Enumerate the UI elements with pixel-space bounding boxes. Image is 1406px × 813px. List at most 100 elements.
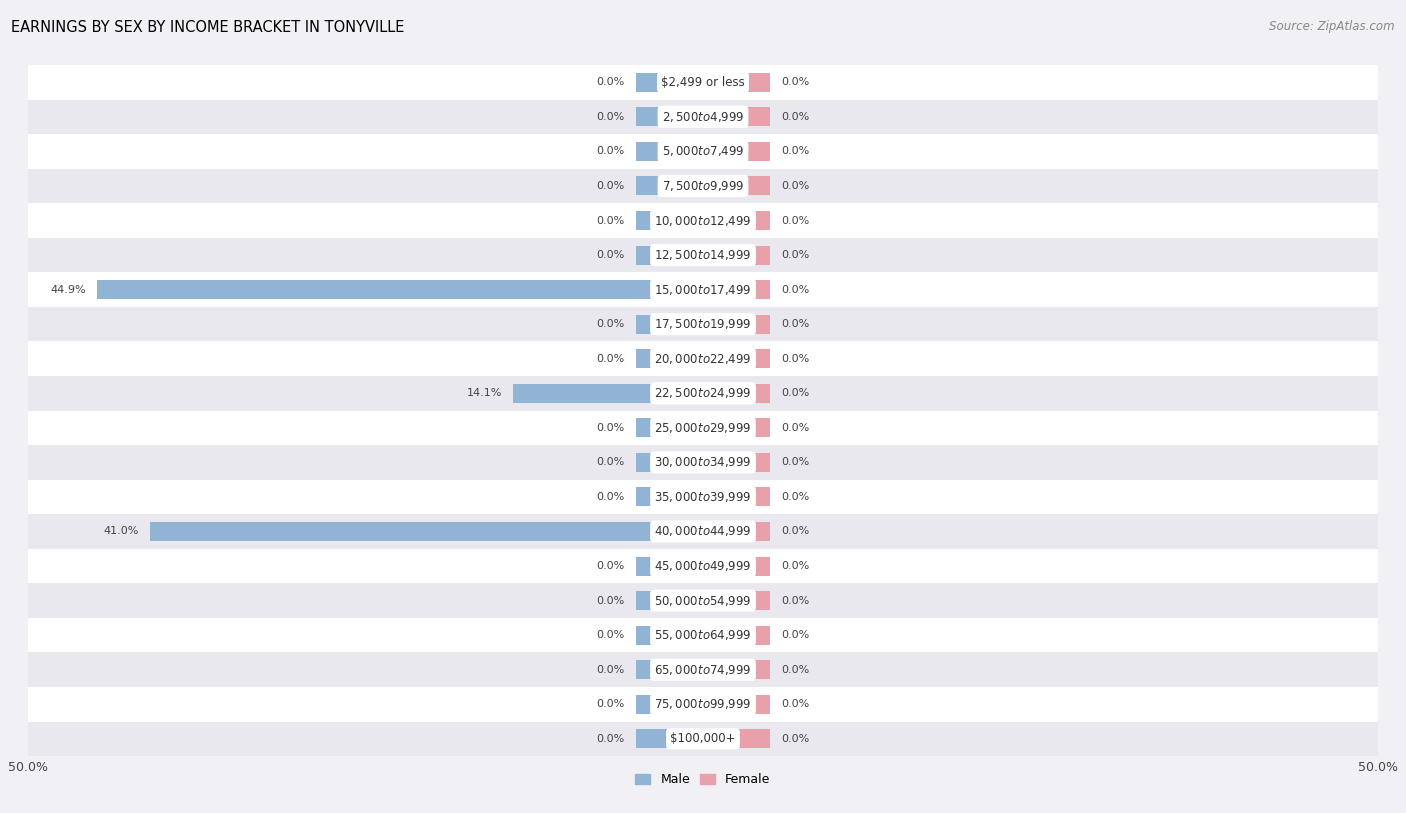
Text: 0.0%: 0.0% [782, 665, 810, 675]
Text: $12,500 to $14,999: $12,500 to $14,999 [654, 248, 752, 262]
Bar [0, 134, 1406, 169]
Text: 0.0%: 0.0% [596, 423, 624, 433]
Bar [703, 246, 770, 264]
Text: $55,000 to $64,999: $55,000 to $64,999 [654, 628, 752, 642]
Text: 0.0%: 0.0% [596, 492, 624, 502]
Bar [0, 272, 1406, 307]
Text: EARNINGS BY SEX BY INCOME BRACKET IN TONYVILLE: EARNINGS BY SEX BY INCOME BRACKET IN TON… [11, 20, 405, 35]
Bar [0, 237, 1406, 272]
Text: 0.0%: 0.0% [596, 250, 624, 260]
Bar [703, 660, 770, 679]
Text: 0.0%: 0.0% [782, 389, 810, 398]
Text: 0.0%: 0.0% [782, 734, 810, 744]
Text: 44.9%: 44.9% [51, 285, 86, 294]
Text: 0.0%: 0.0% [596, 734, 624, 744]
Bar [703, 626, 770, 645]
Text: $7,500 to $9,999: $7,500 to $9,999 [662, 179, 744, 193]
Bar [636, 246, 703, 264]
Text: $50,000 to $54,999: $50,000 to $54,999 [654, 593, 752, 607]
Bar [636, 695, 703, 714]
Text: 41.0%: 41.0% [104, 527, 139, 537]
Text: $2,500 to $4,999: $2,500 to $4,999 [662, 110, 744, 124]
Text: 0.0%: 0.0% [782, 423, 810, 433]
Bar [703, 419, 770, 437]
Text: $17,500 to $19,999: $17,500 to $19,999 [654, 317, 752, 331]
Text: 0.0%: 0.0% [782, 458, 810, 467]
Bar [636, 591, 703, 610]
Text: $75,000 to $99,999: $75,000 to $99,999 [654, 698, 752, 711]
Text: Source: ZipAtlas.com: Source: ZipAtlas.com [1270, 20, 1395, 33]
Bar [149, 522, 703, 541]
Bar [0, 480, 1406, 515]
Bar [636, 315, 703, 333]
Bar [0, 169, 1406, 203]
Text: $65,000 to $74,999: $65,000 to $74,999 [654, 663, 752, 676]
Text: 0.0%: 0.0% [782, 215, 810, 225]
Text: 0.0%: 0.0% [782, 77, 810, 87]
Bar [0, 376, 1406, 411]
Bar [636, 626, 703, 645]
Bar [0, 618, 1406, 652]
Text: $30,000 to $34,999: $30,000 to $34,999 [654, 455, 752, 469]
Bar [0, 65, 1406, 99]
Text: 0.0%: 0.0% [596, 561, 624, 571]
Text: 0.0%: 0.0% [596, 458, 624, 467]
Bar [703, 107, 770, 126]
Text: 0.0%: 0.0% [596, 112, 624, 122]
Text: 0.0%: 0.0% [782, 285, 810, 294]
Text: 14.1%: 14.1% [467, 389, 502, 398]
Text: 0.0%: 0.0% [596, 215, 624, 225]
Bar [636, 453, 703, 472]
Bar [0, 341, 1406, 376]
Bar [636, 660, 703, 679]
Bar [703, 142, 770, 161]
Bar [636, 73, 703, 92]
Text: 0.0%: 0.0% [782, 527, 810, 537]
Text: 0.0%: 0.0% [782, 112, 810, 122]
Text: $100,000+: $100,000+ [671, 733, 735, 746]
Text: $25,000 to $29,999: $25,000 to $29,999 [654, 421, 752, 435]
Bar [0, 722, 1406, 756]
Bar [513, 384, 703, 402]
Text: 0.0%: 0.0% [782, 181, 810, 191]
Text: $15,000 to $17,499: $15,000 to $17,499 [654, 283, 752, 297]
Text: $22,500 to $24,999: $22,500 to $24,999 [654, 386, 752, 400]
Bar [636, 176, 703, 195]
Text: 0.0%: 0.0% [782, 320, 810, 329]
Legend: Male, Female: Male, Female [630, 768, 776, 791]
Bar [0, 652, 1406, 687]
Bar [703, 557, 770, 576]
Text: 0.0%: 0.0% [782, 596, 810, 606]
Bar [636, 211, 703, 230]
Text: 0.0%: 0.0% [596, 630, 624, 640]
Text: 0.0%: 0.0% [596, 596, 624, 606]
Bar [636, 488, 703, 506]
Bar [703, 176, 770, 195]
Bar [703, 384, 770, 402]
Text: 0.0%: 0.0% [782, 250, 810, 260]
Text: 0.0%: 0.0% [782, 146, 810, 156]
Bar [636, 729, 703, 748]
Bar [703, 350, 770, 368]
Bar [97, 280, 703, 299]
Text: $35,000 to $39,999: $35,000 to $39,999 [654, 490, 752, 504]
Bar [703, 591, 770, 610]
Text: 0.0%: 0.0% [596, 320, 624, 329]
Text: $45,000 to $49,999: $45,000 to $49,999 [654, 559, 752, 573]
Text: 0.0%: 0.0% [782, 492, 810, 502]
Bar [0, 307, 1406, 341]
Bar [636, 350, 703, 368]
Text: 0.0%: 0.0% [782, 699, 810, 709]
Text: 0.0%: 0.0% [596, 354, 624, 363]
Text: 0.0%: 0.0% [596, 181, 624, 191]
Bar [0, 687, 1406, 722]
Bar [0, 549, 1406, 584]
Text: $5,000 to $7,499: $5,000 to $7,499 [662, 145, 744, 159]
Bar [636, 557, 703, 576]
Bar [636, 142, 703, 161]
Bar [703, 695, 770, 714]
Bar [0, 584, 1406, 618]
Text: $20,000 to $22,499: $20,000 to $22,499 [654, 352, 752, 366]
Bar [0, 446, 1406, 480]
Text: 0.0%: 0.0% [782, 354, 810, 363]
